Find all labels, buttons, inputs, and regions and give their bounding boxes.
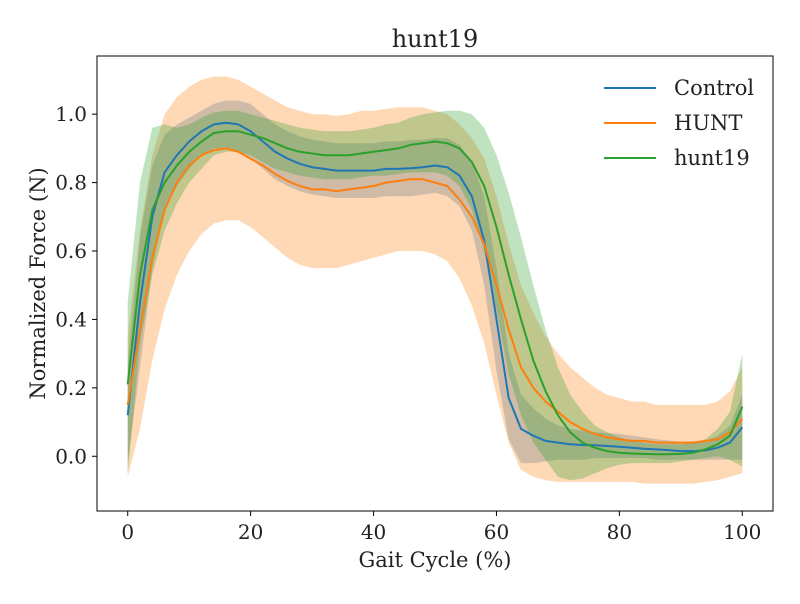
y-axis-label: Normalized Force (N) (26, 167, 50, 399)
y-tick-label: 0.2 (55, 376, 87, 400)
x-tick-label: 20 (238, 520, 263, 544)
x-axis-label: Gait Cycle (%) (359, 548, 512, 572)
y-axis-ticks: 0.0 0.2 0.4 0.6 0.8 1.0 (55, 102, 97, 468)
band-hunt19 (127, 110, 743, 481)
x-tick-label: 40 (361, 520, 386, 544)
line-control (126, 121, 744, 453)
y-tick-label: 0.6 (55, 239, 87, 263)
band-control (127, 100, 743, 464)
legend-label-hunt19: hunt19 (674, 146, 750, 170)
line-hunt19 (126, 130, 744, 456)
legend: Control HUNT hunt19 (604, 76, 754, 170)
y-tick-label: 0.4 (55, 307, 87, 331)
y-tick-label: 0.0 (55, 444, 87, 468)
x-tick-label: 0 (121, 520, 134, 544)
confidence-bands (127, 76, 743, 484)
chart-title: hunt19 (392, 25, 479, 53)
x-tick-label: 60 (484, 520, 509, 544)
line-hunt (126, 147, 744, 444)
legend-label-hunt: HUNT (674, 111, 742, 135)
x-axis-ticks: 0 20 40 60 80 100 (121, 511, 761, 544)
legend-label-control: Control (674, 76, 754, 100)
x-tick-label: 80 (607, 520, 632, 544)
y-tick-label: 0.8 (55, 171, 87, 195)
series-lines (126, 121, 744, 456)
x-tick-label: 100 (723, 520, 761, 544)
plot-frame (96, 55, 774, 512)
y-tick-label: 1.0 (55, 102, 87, 126)
